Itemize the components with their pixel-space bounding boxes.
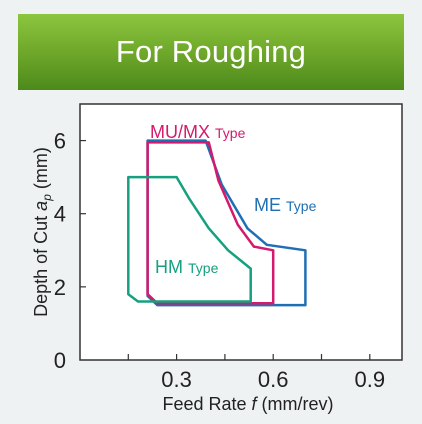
y-tick-label: 4 bbox=[54, 202, 66, 227]
series-label-hm: HM Type bbox=[155, 257, 219, 277]
series-label-mumx: MU/MX Type bbox=[150, 122, 246, 142]
title-banner: For Roughing bbox=[18, 14, 404, 90]
tick-layer: 0.3 0.6 0.9 0 2 4 6 bbox=[54, 129, 385, 392]
y-tick-label: 2 bbox=[54, 275, 66, 300]
series-layer bbox=[127, 139, 307, 307]
series-label-me: ME Type bbox=[254, 195, 317, 215]
y-axis-label-post: (mm) bbox=[31, 147, 51, 194]
y-axis-label: Depth of Cut ap (mm) bbox=[31, 147, 54, 317]
x-tick-label: 0.6 bbox=[258, 367, 289, 392]
y-tick-label: 0 bbox=[54, 348, 66, 373]
y-tick-label: 6 bbox=[54, 129, 66, 154]
series-label-sub: Type bbox=[188, 260, 219, 276]
x-axis-label-pre: Feed Rate bbox=[162, 394, 251, 414]
series-label-main: MU/MX bbox=[150, 122, 210, 142]
y-axis-label-sub: p bbox=[40, 194, 54, 202]
x-tick-label: 0.3 bbox=[161, 367, 192, 392]
x-tick-label: 0.9 bbox=[355, 367, 386, 392]
series-label-sub: Type bbox=[215, 125, 246, 141]
x-axis-label-post: (mm/rev) bbox=[257, 394, 334, 414]
series-label-main: HM bbox=[155, 257, 183, 277]
y-axis-label-pre: Depth of Cut bbox=[31, 211, 51, 317]
series-label-main: ME bbox=[254, 195, 281, 215]
series-outline-mumx bbox=[146, 141, 275, 305]
series-label-sub: Type bbox=[286, 198, 317, 214]
label-layer: ME Type MU/MX Type HM Type bbox=[150, 122, 317, 277]
series-outline-hm bbox=[127, 175, 252, 303]
y-axis-label-var: a bbox=[31, 201, 51, 211]
x-axis-label: Feed Rate f (mm/rev) bbox=[162, 394, 333, 414]
plot-area bbox=[79, 103, 403, 361]
x-axis-label-var: f bbox=[252, 394, 259, 414]
banner-title: For Roughing bbox=[115, 34, 307, 69]
